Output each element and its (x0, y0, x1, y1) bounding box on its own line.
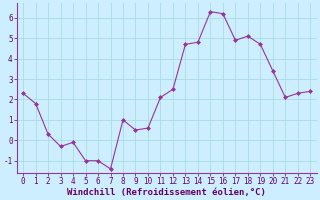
X-axis label: Windchill (Refroidissement éolien,°C): Windchill (Refroidissement éolien,°C) (67, 188, 266, 197)
